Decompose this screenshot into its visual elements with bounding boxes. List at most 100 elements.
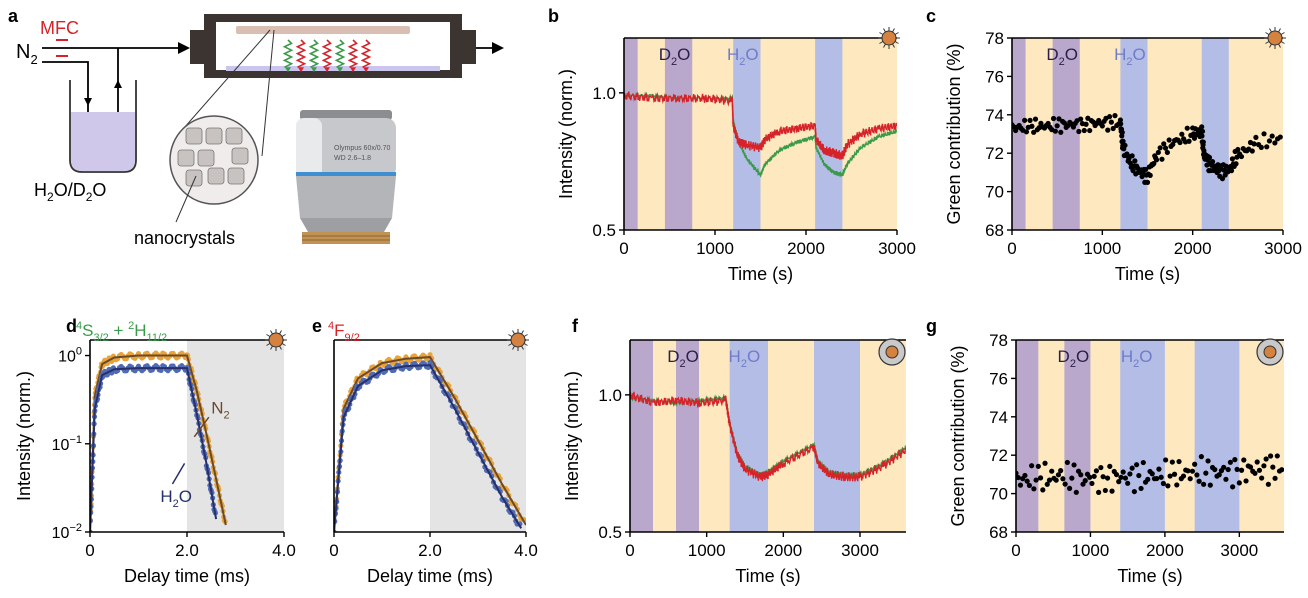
data-point (1049, 468, 1055, 474)
band-h2o (814, 340, 860, 532)
data-point (1027, 117, 1033, 123)
x-tick-label: 3000 (1264, 239, 1302, 258)
mfc-label: MFC (40, 18, 79, 38)
ligand (1280, 32, 1285, 35)
data-point (1212, 466, 1218, 473)
data-point (1165, 483, 1171, 489)
x-tick-label: 0 (1007, 239, 1016, 258)
flow-cell-left-cap (190, 30, 204, 64)
x-axis-label: Time (s) (735, 566, 800, 586)
ligand (279, 330, 282, 335)
data-point (1058, 468, 1064, 474)
data-point (1161, 141, 1167, 147)
data-point (1254, 459, 1260, 465)
data-point (1216, 472, 1222, 478)
x-tick-label: 3000 (878, 239, 916, 258)
data-point (1136, 472, 1142, 479)
y-tick-label: 10−2 (52, 522, 82, 542)
band-d2o (1052, 38, 1080, 230)
emission-arrow-icon (298, 67, 304, 73)
x-tick-label: 3000 (1220, 541, 1258, 560)
data-point (1186, 138, 1192, 144)
data-point (1162, 145, 1169, 151)
band-h2o (1201, 38, 1229, 230)
data-point (1200, 139, 1206, 145)
data-point (1060, 476, 1066, 482)
ligand (1269, 43, 1272, 48)
legend-pointer-n2 (193, 416, 210, 438)
transition-title: 4F9/2 (328, 320, 360, 344)
data-point (1067, 485, 1073, 491)
data-point (1109, 488, 1115, 494)
data-point (1206, 154, 1213, 161)
data-point (1159, 156, 1165, 162)
data-point (1279, 467, 1284, 473)
band-d2o (624, 38, 638, 230)
data-point (1229, 156, 1236, 162)
data-point (1155, 149, 1161, 156)
x-tick-label: 1000 (1072, 541, 1110, 560)
data-point (1265, 481, 1271, 487)
data-point (1107, 463, 1113, 469)
data-point (1134, 462, 1140, 468)
data-point (1169, 459, 1175, 465)
nanocrystals-label: nanocrystals (134, 228, 235, 248)
data-point (1149, 471, 1155, 477)
data-point (1270, 464, 1276, 470)
data-point (1189, 468, 1196, 474)
ligand (512, 345, 515, 350)
annotation-d2o: D2O (667, 347, 699, 370)
data-point (1037, 475, 1044, 481)
y-axis-label: Green contribution (%) (948, 345, 968, 526)
scatter-series (1012, 113, 1283, 185)
data-point (1023, 129, 1030, 135)
data-point (1264, 144, 1270, 150)
data-point (1199, 128, 1206, 134)
x-axis-label: Time (s) (1117, 566, 1182, 586)
y-tick-label: 76 (985, 67, 1004, 86)
data-point (1087, 474, 1093, 480)
nanocrystal-cube (231, 147, 249, 165)
emission-wave (334, 39, 346, 68)
data-point (1055, 472, 1062, 478)
nanocrystal-core (881, 30, 897, 46)
data-point (1125, 480, 1131, 486)
data-point (1209, 159, 1216, 165)
data-point (1153, 157, 1160, 163)
data-point (1234, 466, 1240, 472)
y-axis-label: Intensity (norm.) (556, 69, 576, 199)
fit-line-h2o (334, 364, 523, 532)
plot-panel-d: 0 2.0 4.0 Delay time (ms) 10−2 10−1 100 Intensi… (14, 320, 296, 586)
data-point (1061, 120, 1067, 126)
plot-panel-b: 0 1000 2000 3000 Time (s) 0.5 1.0 Intensity (no… (556, 27, 916, 284)
sample-slide (236, 26, 410, 34)
data-point (1062, 481, 1068, 487)
data-point (1259, 475, 1265, 481)
data-point (1033, 477, 1039, 483)
x-axis-label: Time (s) (728, 264, 793, 284)
nanocrystal-icon (1264, 27, 1286, 49)
nanocrystal-cube (205, 127, 223, 145)
y-tick-label: 72 (985, 144, 1004, 163)
objective-lens: Olympus 60x/0.70 WD 2.6–1.8 (296, 110, 396, 244)
data-point (1016, 474, 1021, 481)
y-tick-label: 10−1 (52, 434, 82, 454)
x-tick-label: 3000 (841, 541, 879, 560)
data-point (1180, 473, 1187, 479)
ligand (270, 345, 273, 350)
data-point (1230, 484, 1236, 490)
nanocrystal-cubes (177, 127, 249, 187)
data-point (1227, 459, 1233, 465)
data-point (1196, 478, 1202, 484)
data-point (1232, 457, 1238, 463)
data-point (1118, 474, 1124, 480)
ligand (521, 330, 524, 335)
emission-wave (282, 39, 294, 68)
core-icon (885, 345, 899, 359)
data-point (1249, 148, 1255, 154)
zoom-line-1 (183, 29, 271, 129)
arrow-down-icon (84, 98, 92, 106)
data-point (1078, 472, 1084, 478)
data-point (1040, 487, 1046, 493)
x-tick-label: 0 (625, 541, 634, 560)
